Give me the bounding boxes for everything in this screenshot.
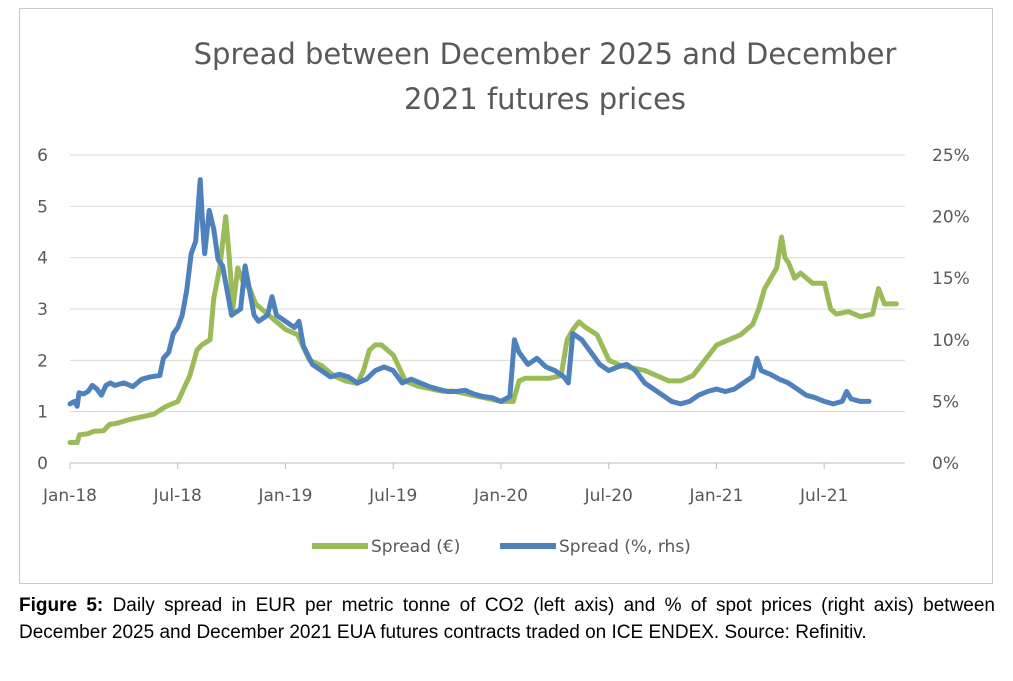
chart: Spread between December 2025 and Decembe… (37, 37, 970, 557)
chart-frame (19, 8, 993, 584)
y-axis-right: 0% 5% 10% 15% 20% 25% (932, 146, 970, 474)
gridlines (70, 154, 905, 464)
x-tick-label: Jul-18 (153, 486, 202, 506)
y-right-tick-label: 20% (932, 208, 970, 228)
y-right-tick-label: 15% (932, 269, 970, 289)
chart-title-line-2: 2021 futures prices (404, 82, 686, 116)
legend-label-spread-eur: Spread (€) (371, 537, 460, 557)
legend: Spread (€) Spread (%, rhs) (312, 537, 691, 557)
x-tick-label: Jul-19 (368, 486, 417, 506)
y-left-tick-label: 6 (37, 146, 48, 166)
legend-label-spread-pct: Spread (%, rhs) (559, 537, 691, 557)
y-left-tick-label: 4 (37, 249, 48, 269)
y-left-tick-label: 3 (37, 300, 48, 320)
x-tick-label: Jan-19 (257, 486, 312, 506)
chart-title-line-1: Spread between December 2025 and Decembe… (194, 37, 897, 71)
y-right-tick-label: 5% (932, 392, 959, 412)
figure-caption: Figure 5: Daily spread in EUR per metric… (19, 592, 995, 646)
series-lines (67, 177, 899, 445)
y-right-tick-label: 10% (932, 331, 970, 351)
x-axis: Jan-18 Jul-18 Jan-19 Jul-19 Jan-20 Jul-20 Jan-… (42, 462, 905, 506)
y-left-tick-label: 0 (37, 454, 48, 474)
y-right-tick-label: 0% (932, 454, 959, 474)
x-tick-label: Jan-21 (688, 486, 743, 506)
y-right-tick-label: 25% (932, 146, 970, 166)
y-left-tick-label: 5 (37, 197, 48, 217)
x-tick-label: Jul-20 (584, 486, 633, 506)
series-line-spread-pct (67, 177, 872, 409)
y-axis-left: 0 1 2 3 4 5 6 (37, 146, 48, 474)
x-tick-label: Jan-20 (473, 486, 528, 506)
y-left-tick-label: 2 (37, 351, 48, 371)
x-tick-label: Jul-21 (799, 486, 848, 506)
caption-text: Daily spread in EUR per metric tonne of … (19, 595, 995, 643)
y-left-tick-label: 1 (37, 403, 48, 423)
caption-label: Figure 5: (19, 595, 104, 616)
x-tick-label: Jan-18 (42, 486, 97, 506)
